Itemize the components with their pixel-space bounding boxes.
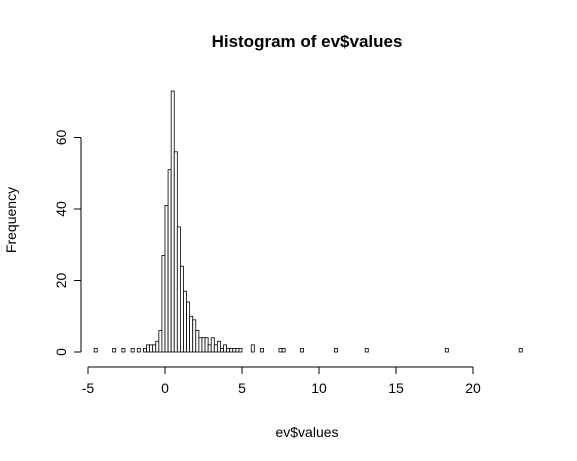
x-tick-label-5: 5	[238, 380, 246, 396]
y-tick-label-0: 0	[53, 348, 69, 356]
histogram-bar-26	[207, 344, 212, 353]
y-axis-label: Frequency	[3, 187, 19, 253]
histogram-bar-37	[250, 344, 255, 353]
histogram-bar-41	[300, 348, 304, 353]
histogram-bar-29	[216, 340, 221, 353]
histogram-bar-34	[232, 348, 237, 353]
histogram-bar-27	[210, 337, 215, 353]
histogram-bar-5	[143, 348, 147, 353]
histogram-bar-19	[186, 301, 191, 353]
histogram-bar-39	[278, 348, 283, 353]
histogram-bar-14	[170, 90, 175, 353]
histogram-bar-12	[164, 205, 169, 353]
histogram-bar-35	[235, 348, 240, 353]
histogram-bar-6	[146, 344, 151, 353]
y-tick-label-40: 40	[53, 201, 69, 217]
x-tick-label-20: 20	[465, 380, 481, 396]
histogram-bar-45	[518, 348, 523, 353]
histogram-bar-9	[155, 340, 160, 353]
histogram-bar-20	[189, 315, 194, 353]
histogram-bar-43	[364, 348, 369, 353]
histogram-bar-2	[121, 348, 126, 353]
chart-title: Histogram of ev$values	[212, 32, 403, 51]
histogram-bar-18	[183, 290, 187, 353]
histogram-bar-36	[238, 348, 243, 353]
histogram-bar-16	[176, 226, 181, 353]
histogram-bars	[93, 90, 523, 353]
histogram-bar-3	[130, 348, 135, 353]
histogram-bar-8	[152, 344, 157, 353]
x-tick-label-15: 15	[388, 380, 404, 396]
histogram-bar-24	[201, 337, 206, 353]
histogram-bar-11	[161, 255, 166, 353]
x-tick-label-10: 10	[311, 380, 327, 396]
histogram-bar-13	[167, 169, 172, 353]
x-axis-label: ev$values	[275, 424, 338, 440]
histogram-bar-10	[158, 330, 163, 353]
y-tick-label-20: 20	[53, 273, 69, 289]
histogram-bar-22	[195, 330, 200, 353]
histogram-bar-23	[198, 337, 203, 353]
histogram-bar-28	[213, 344, 218, 353]
histogram-bar-0	[93, 348, 98, 353]
histogram-bar-40	[281, 348, 286, 353]
histogram-bar-7	[149, 344, 154, 353]
histogram-bar-17	[179, 265, 184, 353]
y-tick-label-60: 60	[53, 130, 69, 146]
histogram-bar-31	[223, 344, 228, 353]
histogram-bar-25	[204, 337, 209, 353]
histogram-bar-21	[192, 319, 197, 353]
histogram-bar-15	[173, 151, 178, 353]
histogram-bar-33	[229, 348, 234, 353]
y-axis: 0 20 40 60	[53, 130, 82, 356]
histogram-bar-1	[112, 348, 117, 353]
histogram-bar-44	[444, 348, 449, 353]
histogram-bar-30	[220, 348, 224, 353]
histogram-bar-38	[260, 348, 264, 353]
histogram-bar-32	[226, 348, 231, 353]
x-tick-label--5: -5	[82, 380, 95, 396]
histogram-bar-42	[333, 348, 338, 353]
x-axis: -5 0 5 10 15 20	[82, 366, 481, 396]
histogram-bar-4	[136, 348, 141, 353]
x-tick-label-0: 0	[161, 380, 169, 396]
